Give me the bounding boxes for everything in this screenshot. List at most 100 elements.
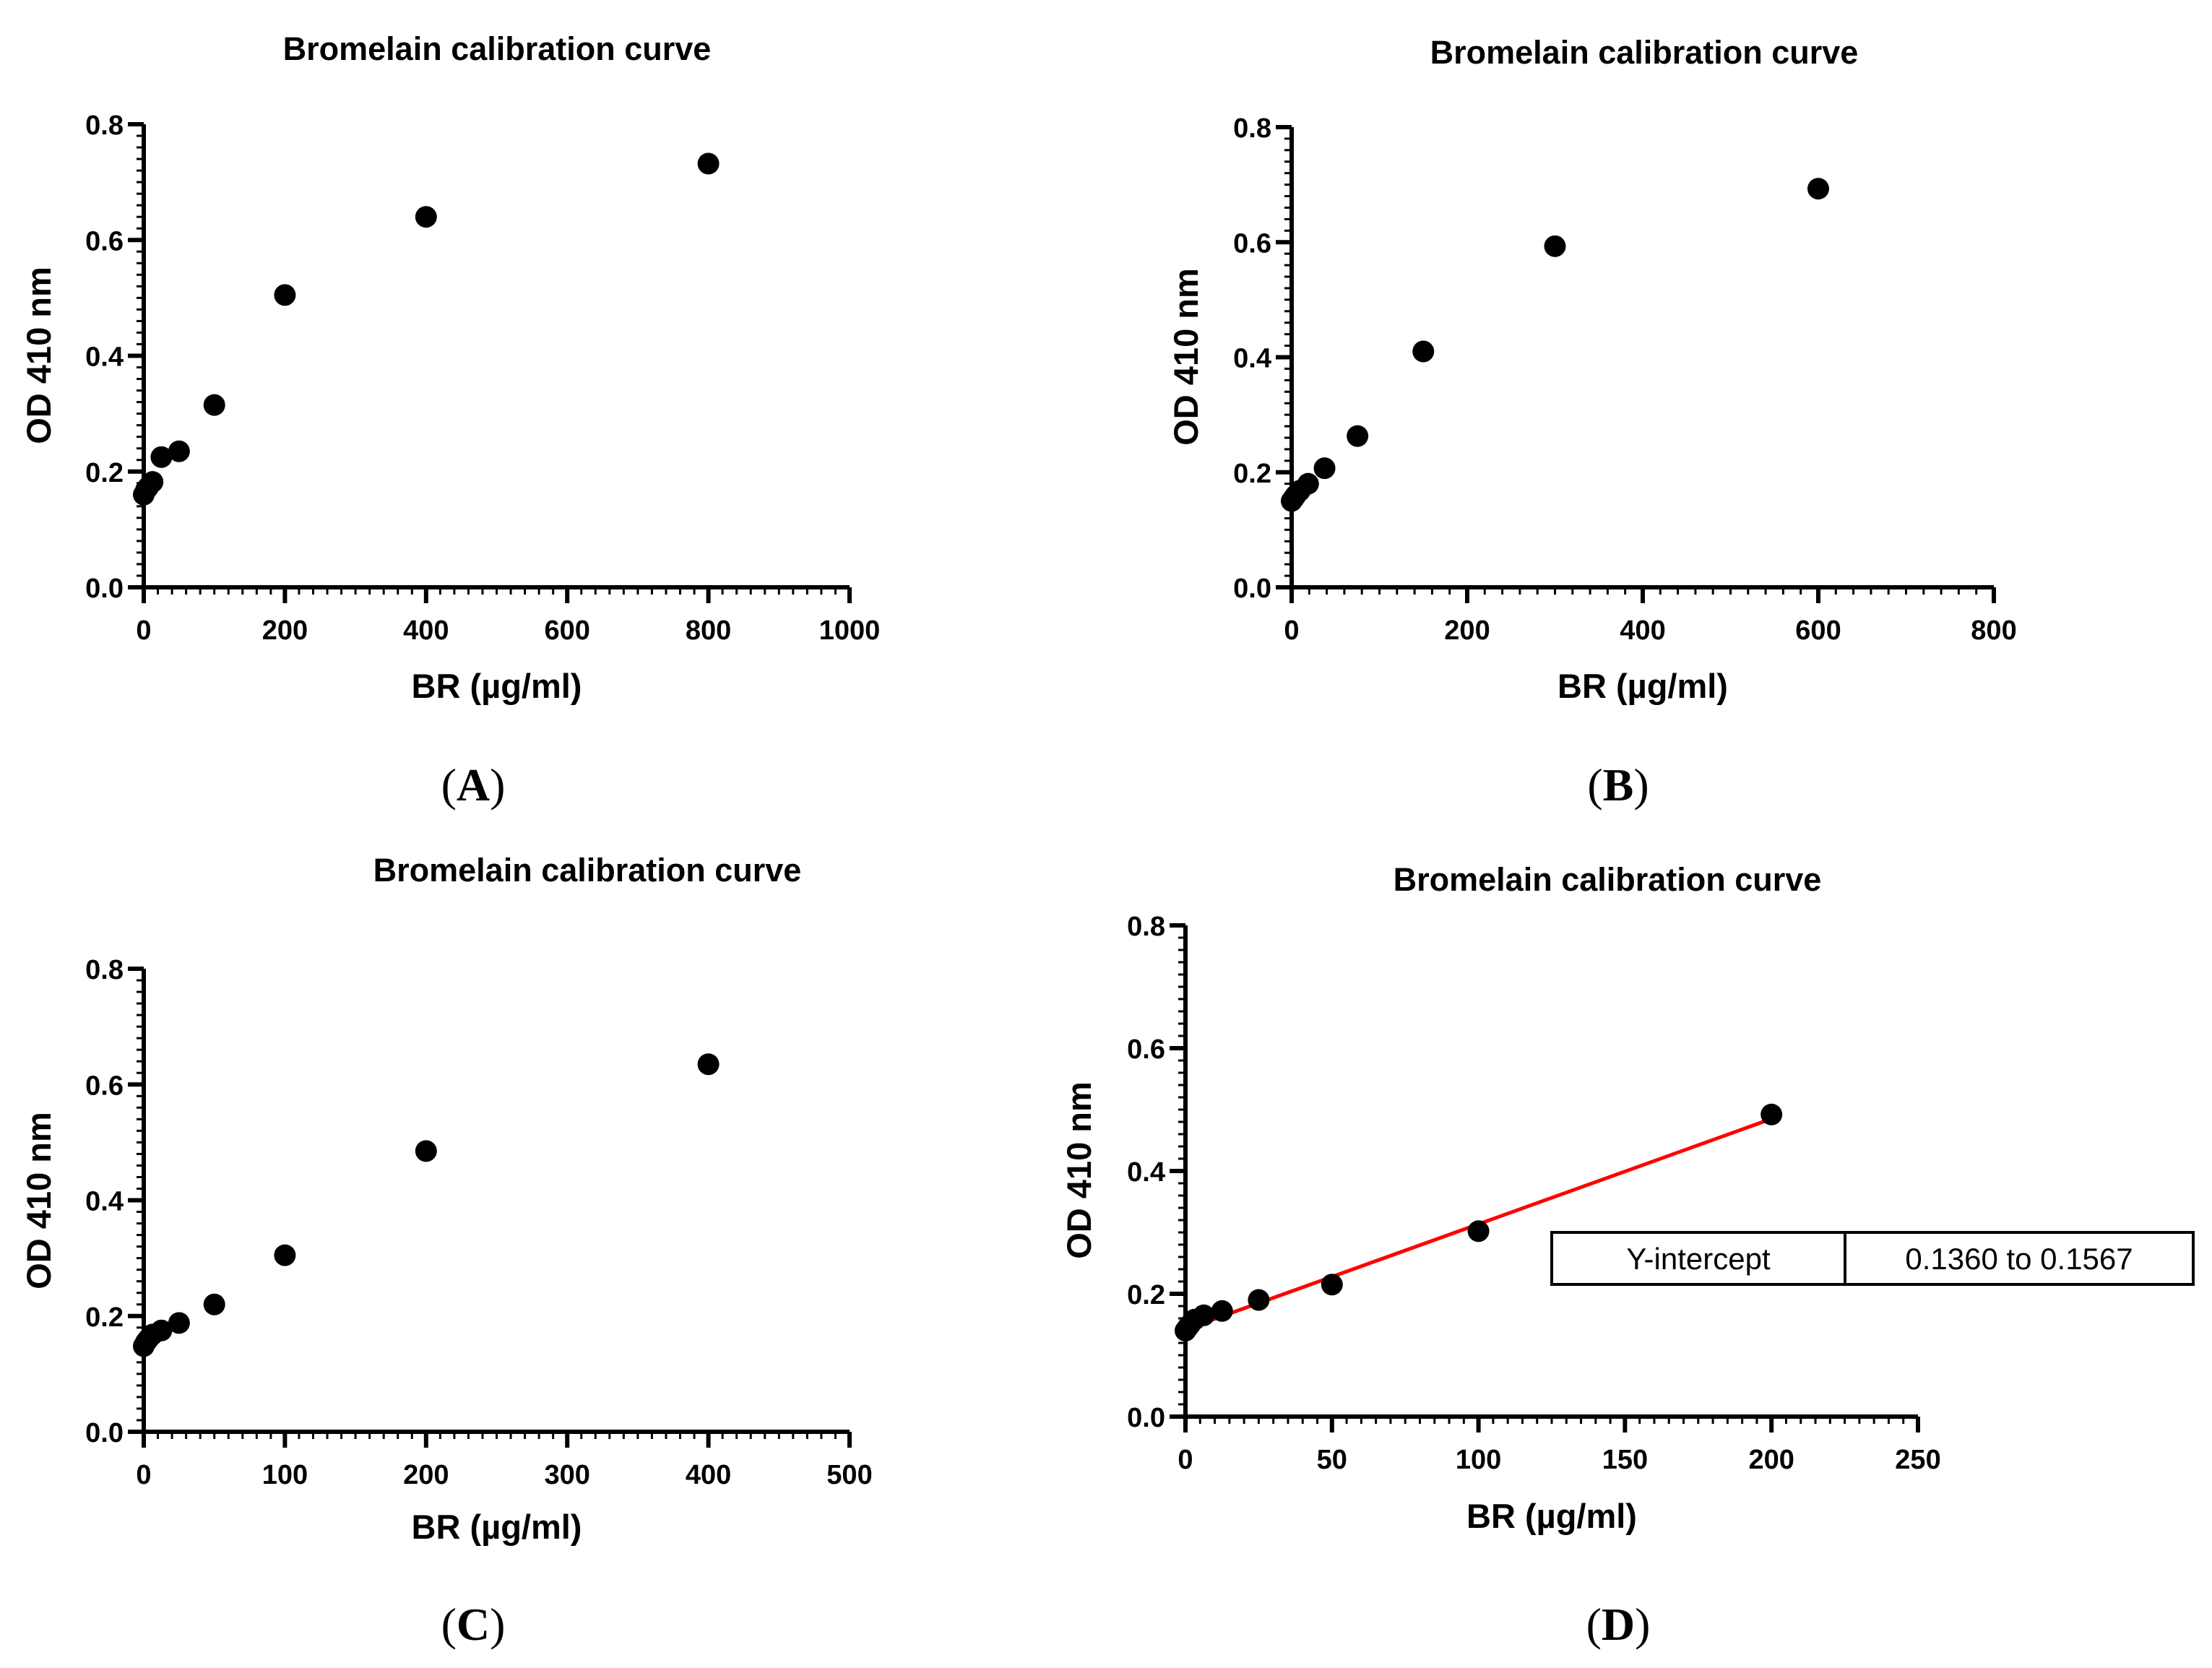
x-tick-label: 50 (1317, 1445, 1347, 1475)
panel-letter: (A) (441, 759, 506, 811)
x-tick-label: 400 (686, 1460, 731, 1490)
x-tick-label: 800 (686, 615, 731, 646)
table-cell-label: Y-intercept (1626, 1242, 1771, 1276)
data-point (203, 394, 225, 416)
x-tick-label: 0 (136, 615, 151, 646)
y-tick-label: 0.2 (1233, 459, 1271, 489)
data-point (1760, 1103, 1783, 1125)
x-axis-label: BR (µg/ml) (412, 667, 582, 705)
x-tick-label: 600 (544, 615, 589, 646)
chart-title: Bromelain calibration curve (1394, 861, 1822, 898)
x-tick-label: 600 (1795, 615, 1841, 646)
data-point (142, 471, 164, 493)
y-tick-label: 0.2 (85, 458, 124, 488)
x-tick-label: 400 (1620, 615, 1665, 646)
y-tick-label: 0.0 (85, 1418, 124, 1448)
data-point (1248, 1289, 1270, 1311)
data-point (150, 1319, 173, 1341)
x-tick-label: 0 (136, 1460, 151, 1490)
data-point (150, 446, 173, 468)
panel-letter-open: ( (441, 759, 457, 811)
x-tick-label: 100 (1456, 1445, 1501, 1475)
panel-letter-text: A (457, 759, 490, 811)
chart-panel-a: Bromelain calibration curve 0 200 400 600 800… (20, 30, 880, 811)
y-tick-label: 0.8 (1233, 113, 1271, 144)
panel-letter-text: C (457, 1599, 490, 1650)
x-axis-label: BR (µg/ml) (1466, 1497, 1637, 1535)
data-point (168, 440, 190, 462)
panel-letter: (C) (441, 1599, 506, 1650)
x-tick-label: 200 (262, 615, 308, 646)
y-tick-label: 0.4 (85, 342, 124, 373)
panel-letter-open: ( (441, 1599, 457, 1650)
y-tick-label: 0.8 (85, 111, 124, 141)
data-point (168, 1312, 190, 1334)
y-axis-label: OD 410 nm (20, 267, 58, 444)
x-tick-label: 800 (1971, 615, 2016, 646)
chart-title: Bromelain calibration curve (373, 852, 802, 889)
panel-letter-open: ( (1587, 759, 1602, 811)
panel-letter-text: D (1602, 1599, 1635, 1650)
panel-letter-text: B (1603, 759, 1634, 811)
data-point (1412, 340, 1435, 363)
table-cell-value: 0.1360 to 0.1567 (1905, 1242, 2133, 1276)
x-tick-label: 400 (403, 615, 449, 646)
x-tick-label: 150 (1602, 1445, 1648, 1475)
y-tick-label: 0.4 (1127, 1157, 1165, 1188)
panel-letter-open: ( (1586, 1599, 1602, 1650)
data-point (1321, 1274, 1343, 1296)
y-tick-label: 0.0 (1127, 1403, 1165, 1433)
x-tick-label: 100 (262, 1460, 308, 1490)
x-axis-label: BR (µg/ml) (1558, 667, 1728, 705)
y-axis-label: OD 410 nm (1167, 268, 1205, 446)
data-point (203, 1293, 225, 1315)
data-point (1211, 1300, 1233, 1322)
data-point (1544, 235, 1566, 257)
x-tick-label: 500 (826, 1460, 872, 1490)
data-point (1297, 472, 1319, 495)
data-point (274, 1244, 296, 1266)
x-tick-label: 200 (1444, 615, 1490, 646)
y-axis-label: OD 410 nm (1060, 1081, 1098, 1259)
data-point (697, 152, 720, 175)
y-tick-label: 0.6 (85, 226, 124, 256)
panel-letter-close: ) (490, 759, 505, 811)
data-point (1193, 1304, 1215, 1326)
chart-title: Bromelain calibration curve (1430, 34, 1859, 71)
y-tick-label: 0.4 (1233, 344, 1271, 374)
y-tick-label: 0.8 (1127, 912, 1165, 942)
y-tick-label: 0.0 (85, 574, 124, 604)
panel-letter-close: ) (1633, 759, 1649, 811)
x-tick-label: 200 (403, 1460, 449, 1490)
table-border (1550, 1231, 2195, 1286)
chart-panel-b: Bromelain calibration curve 0 200 400 600 800… (1167, 34, 2017, 811)
y-tick-label: 0.4 (85, 1187, 124, 1217)
data-point (1313, 457, 1336, 480)
y-tick-label: 0.2 (1127, 1280, 1165, 1310)
data-point (1347, 425, 1369, 447)
data-point (415, 206, 437, 228)
x-tick-label: 200 (1748, 1445, 1794, 1475)
chart-panel-d: Bromelain calibration curve 0 50 100 150 200 2… (1060, 861, 2195, 1650)
chart-title: Bromelain calibration curve (283, 30, 712, 67)
data-point (1467, 1220, 1490, 1243)
x-axis-label: BR (µg/ml) (412, 1508, 582, 1546)
panel-letter-close: ) (1635, 1599, 1650, 1650)
panel-letter: (B) (1587, 759, 1649, 811)
panel-letter: (D) (1586, 1599, 1651, 1650)
x-tick-label: 0 (1284, 615, 1299, 646)
x-tick-label: 250 (1895, 1445, 1940, 1475)
y-tick-label: 0.6 (85, 1071, 124, 1101)
data-point (274, 284, 296, 306)
x-tick-label: 300 (544, 1460, 589, 1490)
y-axis-label: OD 410 nm (20, 1112, 58, 1289)
data-point (697, 1053, 720, 1076)
y-intercept-table: Y-intercept 0.1360 to 0.1567 (1550, 1231, 2195, 1286)
x-tick-label: 1000 (819, 615, 881, 646)
y-tick-label: 0.2 (85, 1302, 124, 1333)
data-point (1807, 178, 1829, 200)
data-point (415, 1140, 437, 1162)
y-tick-label: 0.8 (85, 955, 124, 985)
y-tick-label: 0.6 (1233, 228, 1271, 259)
